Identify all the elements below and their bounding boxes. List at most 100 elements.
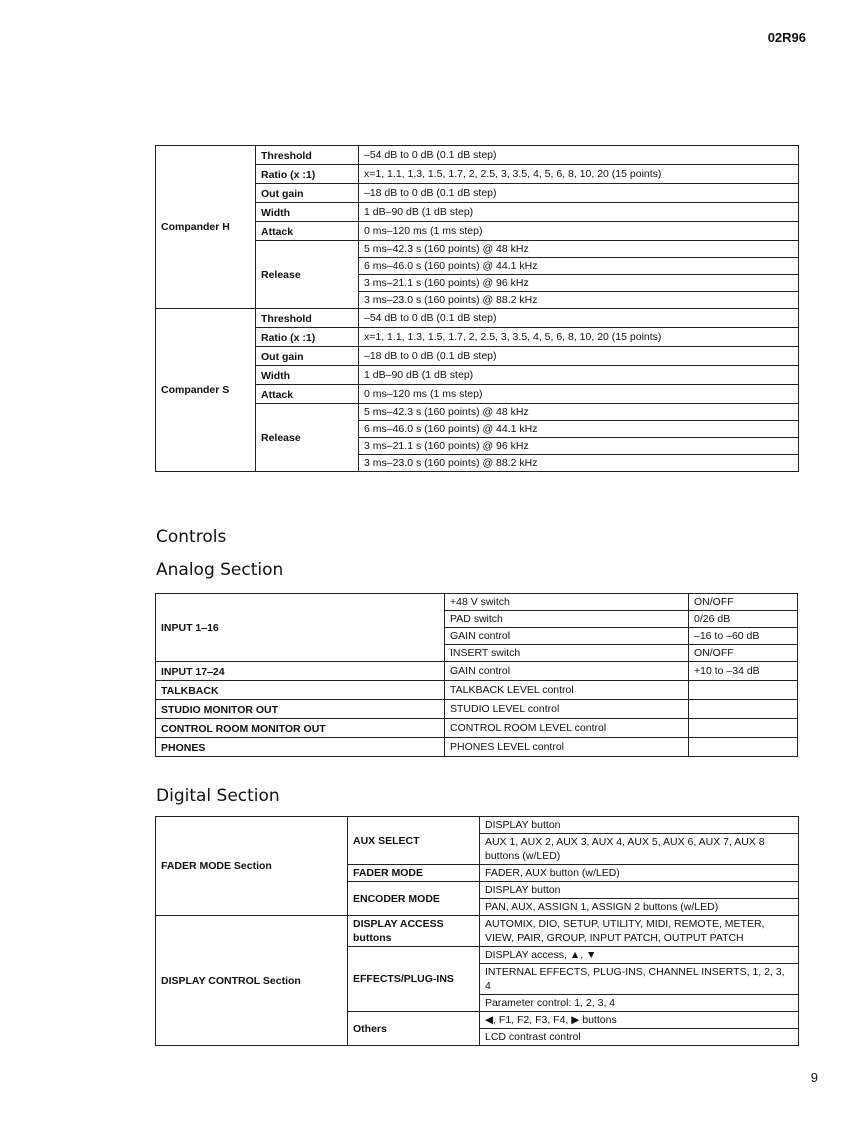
control-description: Parameter control: 1, 2, 3, 4 [479,994,799,1012]
parameter-value: ‒54 dB to 0 dB (0.1 dB step) [358,308,799,328]
control-description: DISPLAY button [479,816,799,834]
table-row: Release 5 ms‒42.3 s (160 points) @ 48 kHz [156,403,799,472]
table-row: Compander H Threshold ‒54 dB to 0 dB (0.1 … [155,145,799,309]
parameter-label: Width [255,365,359,385]
group-label: EFFECTS/PLUG-INS [347,946,480,1012]
control-description: INTERNAL EFFECTS, PLUG-INS, CHANNEL INSE… [479,963,799,995]
parameter-value: ‒18 dB to 0 dB (0.1 dB step) [358,183,799,203]
control-name: TALKBACK LEVEL control [444,680,689,700]
table-row: TALKBACK TALKBACK LEVEL control [155,680,798,700]
table-row: Ratio (x :1) x=1, 1.1, 1.3, 1.5, 1.7, 2, … [156,327,799,347]
parameter-label: Release [255,403,359,472]
parameter-value: 6 ms‒46.0 s (160 points) @ 44.1 kHz [358,257,799,275]
control-name: PHONES LEVEL control [444,737,689,757]
table-row: Width 1 dB‒90 dB (1 dB step) [156,365,799,385]
parameter-value: 0 ms‒120 ms (1 ms step) [358,384,799,404]
control-description: FADER, AUX button (w/LED) [479,864,799,882]
control-range [688,680,798,700]
control-range: ‒16 to ‒60 dB [688,627,798,645]
table-row: LCD contrast control [156,1028,799,1046]
control-description: LCD contrast control [479,1028,799,1046]
parameter-label: Ratio (x :1) [255,164,359,184]
control-name: GAIN control [444,661,689,681]
parameter-label: Width [255,202,359,222]
compander-name: Compander S [155,308,256,472]
parameter-label: Out gain [255,183,359,203]
parameter-value: 5 ms‒42.3 s (160 points) @ 48 kHz [358,403,799,421]
control-range: ON/OFF [688,644,798,662]
table-row: 3 ms‒23.0 s (160 points) @ 88.2 kHz [156,454,799,472]
group-label: DISPLAY ACCESS buttons [347,915,480,947]
table-row: 3 ms‒21.1 s (160 points) @ 96 kHz [156,437,799,455]
compander-name: Compander H [155,145,256,309]
parameter-value: 3 ms‒21.1 s (160 points) @ 96 kHz [358,274,799,292]
parameter-value: ‒18 dB to 0 dB (0.1 dB step) [358,346,799,366]
parameter-value: 0 ms‒120 ms (1 ms step) [358,221,799,241]
control-name: STUDIO LEVEL control [444,699,689,719]
table-row: Others ◀, F1, F2, F3, F4, ▶ buttons [156,1011,799,1046]
parameter-value: 5 ms‒42.3 s (160 points) @ 48 kHz [358,240,799,258]
input-label: INPUT 1‒16 [155,593,445,662]
parameter-value: 3 ms‒23.0 s (160 points) @ 88.2 kHz [358,454,799,472]
parameter-value: 1 dB‒90 dB (1 dB step) [358,365,799,385]
control-range [688,699,798,719]
input-label: TALKBACK [155,680,445,700]
input-label: CONTROL ROOM MONITOR OUT [155,718,445,738]
control-description: ◀, F1, F2, F3, F4, ▶ buttons [479,1011,799,1029]
control-description: DISPLAY access, ▲, ▼ [479,946,799,964]
parameter-label: Threshold [255,145,359,165]
digital-section-heading: Digital Section [156,786,280,806]
table-row: INPUT 17‒24 GAIN control +10 to ‒34 dB [155,661,798,681]
section-label: DISPLAY CONTROL Section [155,915,348,1046]
section-label: FADER MODE Section [155,816,348,916]
table-row: ENCODER MODE DISPLAY button [156,881,799,916]
control-description: AUTOMIX, DIO, SETUP, UTILITY, MIDI, REMO… [479,915,799,947]
control-name: PAD switch [444,610,689,628]
table-row: CONTROL ROOM MONITOR OUT CONTROL ROOM LEV… [155,718,798,738]
input-label: INPUT 17‒24 [155,661,445,681]
table-row: FADER MODE Section AUX SELECT DISPLAY butt… [155,816,799,916]
table-row: DISPLAY CONTROL Section DISPLAY ACCESS bu… [155,915,799,1046]
analog-controls-table: INPUT 1‒16 +48 V switch ON/OFF PAD switch 0/… [155,593,798,757]
control-name: +48 V switch [444,593,689,611]
compander-spec-table: Compander H Threshold ‒54 dB to 0 dB (0.1 … [155,145,799,472]
group-label: ENCODER MODE [347,881,480,916]
table-row: Compander S Threshold ‒54 dB to 0 dB (0.1 … [155,308,799,472]
control-description: AUX 1, AUX 2, AUX 3, AUX 4, AUX 5, AUX 6… [479,833,799,865]
table-row: INPUT 1‒16 +48 V switch ON/OFF [155,593,798,662]
control-description: PAN, AUX, ASSIGN 1, ASSIGN 2 buttons (w/… [479,898,799,916]
controls-heading: Controls [156,527,227,547]
control-name: INSERT switch [444,644,689,662]
page-number: 9 [810,1070,818,1085]
parameter-label: Threshold [255,308,359,328]
parameter-value: 1 dB‒90 dB (1 dB step) [358,202,799,222]
table-row: STUDIO MONITOR OUT STUDIO LEVEL control [155,699,798,719]
control-range [688,718,798,738]
input-label: PHONES [155,737,445,757]
table-row: PHONES PHONES LEVEL control [155,737,798,757]
parameter-value: x=1, 1.1, 1.3, 1.5, 1.7, 2, 2.5, 3, 3.5,… [358,164,799,184]
control-range: +10 to ‒34 dB [688,661,798,681]
group-label: AUX SELECT [347,816,480,865]
parameter-label: Attack [255,221,359,241]
table-row: 6 ms‒46.0 s (160 points) @ 44.1 kHz [156,257,799,275]
table-row: GAIN control ‒16 to ‒60 dB [156,627,798,645]
table-row: Out gain ‒18 dB to 0 dB (0.1 dB step) [156,183,799,203]
analog-section-heading: Analog Section [156,560,284,580]
control-range [688,737,798,757]
parameter-value: x=1, 1.1, 1.3, 1.5, 1.7, 2, 2.5, 3, 3.5,… [358,327,799,347]
parameter-label: Out gain [255,346,359,366]
control-range: 0/26 dB [688,610,798,628]
parameter-label: Ratio (x :1) [255,327,359,347]
parameter-label: Attack [255,384,359,404]
table-row: EFFECTS/PLUG-INS DISPLAY access, ▲, ▼ [156,946,799,1012]
parameter-value: 3 ms‒21.1 s (160 points) @ 96 kHz [358,437,799,455]
parameter-label: Release [255,240,359,309]
table-row: PAD switch 0/26 dB [156,610,798,628]
group-label: FADER MODE [347,864,480,882]
control-range: ON/OFF [688,593,798,611]
group-label: Others [347,1011,480,1046]
model-header: 02R96 [767,30,806,45]
control-name: GAIN control [444,627,689,645]
digital-controls-table: FADER MODE Section AUX SELECT DISPLAY butt… [155,816,799,1046]
